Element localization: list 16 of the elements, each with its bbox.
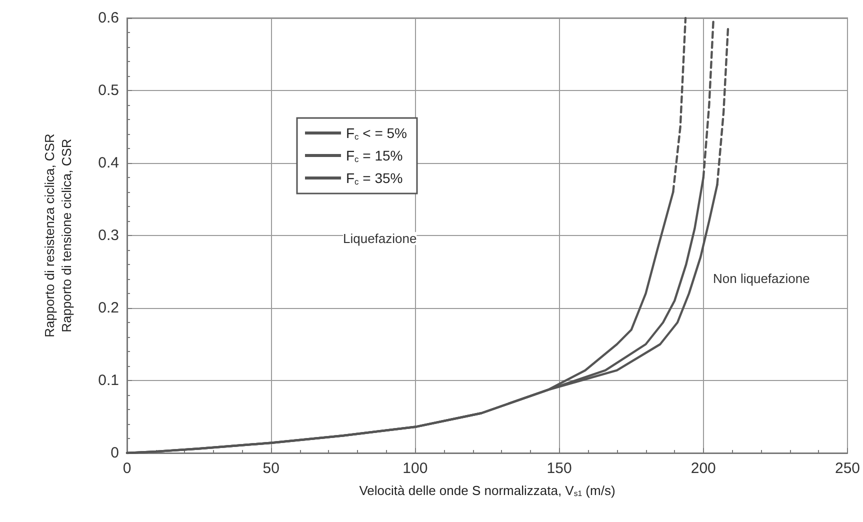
y-tick-label: 0.3 (98, 227, 119, 244)
x-tick-label: 50 (262, 460, 280, 477)
annotation: Liquefazione (343, 231, 417, 246)
x-tick-label: 250 (834, 460, 860, 477)
y-tick-label: 0.2 (98, 300, 119, 316)
y-tick-label: 0.4 (98, 154, 119, 172)
annotation: Non liquefazione (713, 271, 810, 286)
x-tick-label: 100 (402, 460, 428, 477)
y-tick-label: 0.6 (98, 10, 119, 26)
x-tick-label: 150 (546, 460, 572, 477)
y-tick-label: 0.1 (98, 372, 119, 389)
y-tick-label: 0 (110, 444, 119, 462)
y-tick-label: 0.5 (98, 82, 119, 99)
x-tick-label: 0 (122, 460, 132, 477)
x-tick-label: 200 (690, 460, 716, 477)
y-axis-title: Rapporto di resistenza ciclica, CSR Rapporto di tensione ciclica, CSR (42, 134, 74, 338)
